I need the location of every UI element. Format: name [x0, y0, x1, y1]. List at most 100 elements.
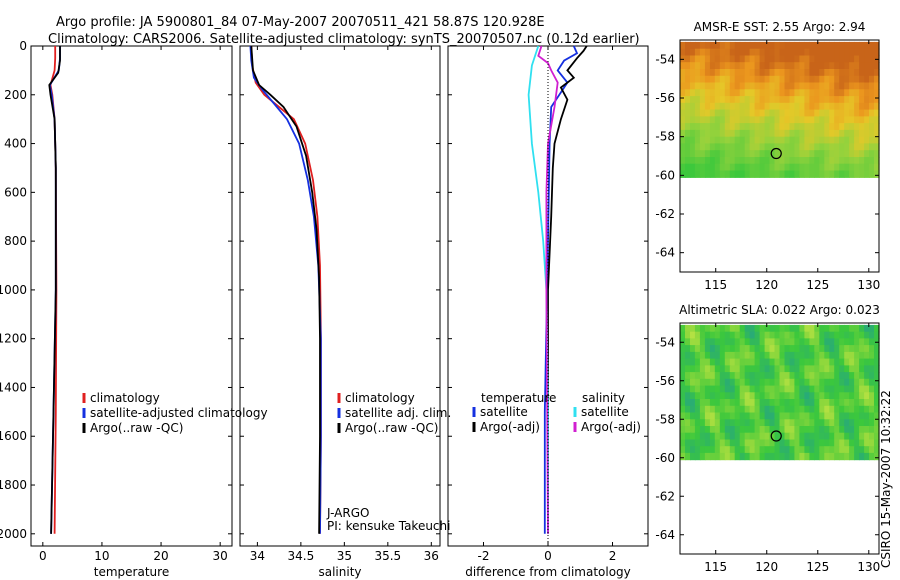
sla_map-cell	[844, 365, 850, 373]
sst_map-cell	[764, 55, 771, 63]
sla_map-cell	[714, 351, 721, 360]
sst_map-cell	[680, 62, 686, 70]
sst_map-cell	[754, 102, 761, 111]
sst_map-cell	[690, 96, 696, 104]
sla_map-cell	[739, 365, 746, 373]
sst_map-cell	[814, 102, 820, 111]
sst_map-cell	[809, 116, 815, 124]
sst_map-cell	[704, 89, 711, 97]
salinity-legend-entry: Argo(..raw -QC)	[345, 421, 438, 435]
sla_map-cell	[829, 345, 835, 353]
sla_map-cell	[724, 439, 731, 447]
sla_map-cell	[849, 412, 855, 420]
sla_map-cell	[854, 365, 860, 373]
sla_map-cell	[754, 378, 761, 387]
sst_map-cell	[799, 82, 805, 90]
sst_map-cell	[769, 75, 776, 84]
sst_map-cell	[719, 55, 726, 63]
sla_map-cell	[804, 412, 810, 420]
sla_map-cell	[694, 439, 701, 447]
sst_map-cell	[844, 116, 850, 124]
sla_map-cell	[704, 399, 711, 407]
sla_map-cell	[779, 432, 786, 440]
sla_map-cell	[729, 378, 736, 387]
sst_map-cell	[859, 163, 865, 172]
sst_map-cell	[709, 82, 716, 90]
sst_map-cell	[714, 48, 721, 57]
sst_map-cell	[694, 129, 701, 138]
salinity-annotation: PI: kensuke Takeuchi	[327, 519, 450, 533]
sla_map-cell	[714, 412, 721, 420]
sst_map-cell	[699, 170, 706, 178]
sst_map-cell	[704, 69, 711, 77]
sst_map-cell	[799, 75, 805, 84]
sla_map-cell	[690, 385, 696, 393]
sst_map-cell	[699, 123, 706, 131]
sst_map-cell	[749, 157, 756, 165]
sst_map-cell	[849, 48, 855, 57]
sst_map-cell	[699, 143, 706, 151]
sst_map-cell	[784, 89, 791, 97]
sla_map-cell	[819, 446, 825, 454]
sla_map-cell	[834, 412, 840, 420]
sla_map-cell	[769, 399, 776, 407]
sla_map-cell	[779, 378, 786, 387]
sla_map-cell	[854, 439, 860, 447]
sst_map-cell	[874, 82, 880, 90]
sla_map-cell	[784, 365, 791, 373]
sst_map-cell	[764, 150, 771, 158]
sst_map-cell	[764, 89, 771, 97]
sst_map-cell	[829, 116, 835, 124]
sla_map-cell	[864, 365, 870, 373]
sla_map-cell	[849, 446, 855, 454]
sla_map-cell	[769, 419, 776, 427]
sst_map-cell	[864, 123, 870, 131]
sla_map-cell	[804, 452, 810, 461]
sst_map-cell	[794, 123, 800, 131]
sla_map-x-tick-label: 115	[704, 560, 727, 574]
sla_map-cell	[729, 351, 736, 360]
sst_map-cell	[769, 41, 776, 50]
sst_map-cell	[680, 109, 686, 117]
sst_map-cell	[714, 163, 721, 172]
sla_map-cell	[704, 378, 711, 387]
sla_map-cell	[869, 405, 875, 414]
sst_map-cell	[789, 170, 796, 178]
sst_map-cell	[864, 69, 870, 77]
sla_map-cell	[824, 331, 830, 339]
sst_map-cell	[859, 48, 865, 57]
sst_map-cell	[709, 170, 716, 178]
sst_map-cell	[719, 163, 726, 172]
sst_map-cell	[829, 48, 835, 57]
sla_map-cell	[754, 452, 761, 461]
sla_map-cell	[734, 365, 741, 373]
sst_map-cell	[724, 163, 731, 172]
sla_map-cell	[764, 331, 771, 339]
sla_map-cell	[690, 351, 696, 360]
sst_map-cell	[714, 116, 721, 124]
sst_map-cell	[809, 143, 815, 151]
sla_map-cell	[764, 385, 771, 393]
sst_map-cell	[719, 170, 726, 178]
sla_map-cell	[774, 405, 781, 414]
sst_map-cell	[819, 41, 825, 50]
sst_map-cell	[759, 75, 766, 84]
sla_map-cell	[784, 419, 791, 427]
sst_map-cell	[769, 102, 776, 111]
sst_map-cell	[749, 102, 756, 111]
sla_map-cell	[694, 372, 701, 380]
sla_map-cell	[844, 338, 850, 346]
sla_map-cell	[869, 365, 875, 373]
sla_map-cell	[829, 372, 835, 380]
sla_map-cell	[869, 399, 875, 407]
sst_map-cell	[744, 96, 751, 104]
sla_map-cell	[719, 399, 726, 407]
sst_map-cell	[844, 96, 850, 104]
sla_map-cell	[794, 331, 800, 339]
sla_map-cell	[864, 345, 870, 353]
sla_map-cell	[769, 446, 776, 454]
sla_map-cell	[829, 412, 835, 420]
sst_map-cell	[824, 89, 830, 97]
sla_map-cell	[769, 426, 776, 434]
sst_map-cell	[834, 143, 840, 151]
